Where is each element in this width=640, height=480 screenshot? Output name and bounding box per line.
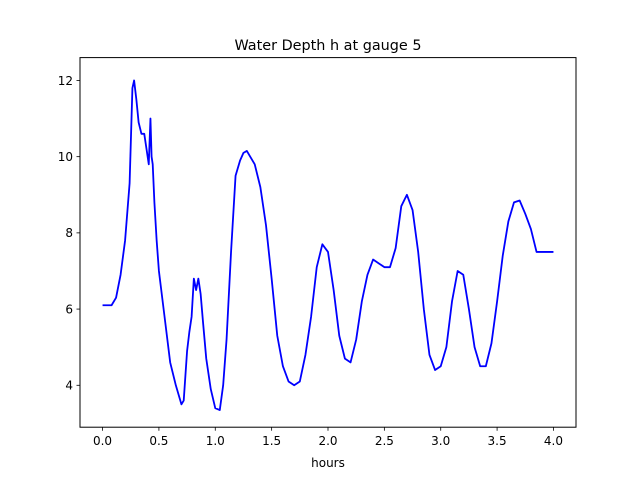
x-tick-label: 1.5 xyxy=(262,434,281,448)
x-tick-label: 2.5 xyxy=(375,434,394,448)
x-tick-label: 3.0 xyxy=(431,434,450,448)
chart-title: Water Depth h at gauge 5 xyxy=(234,38,421,54)
y-axis: 4 6 8 10 12 xyxy=(58,74,80,393)
y-tick-label: 10 xyxy=(58,150,73,164)
x-axis-title: hours xyxy=(311,456,345,470)
x-tick-label: 4.0 xyxy=(544,434,563,448)
x-axis: 0.0 0.5 1.0 1.5 2.0 2.5 3.0 3.5 4.0 xyxy=(93,427,563,448)
x-tick-label: 3.5 xyxy=(488,434,507,448)
x-tick-label: 1.0 xyxy=(206,434,225,448)
y-tick-label: 6 xyxy=(65,302,73,316)
x-tick-label: 2.0 xyxy=(318,434,337,448)
x-tick-label: 0.5 xyxy=(149,434,168,448)
x-tick-label: 0.0 xyxy=(93,434,112,448)
series-line xyxy=(102,79,554,411)
y-tick-label: 8 xyxy=(65,226,73,240)
y-tick-label: 12 xyxy=(58,74,73,88)
y-tick-label: 4 xyxy=(65,379,73,393)
